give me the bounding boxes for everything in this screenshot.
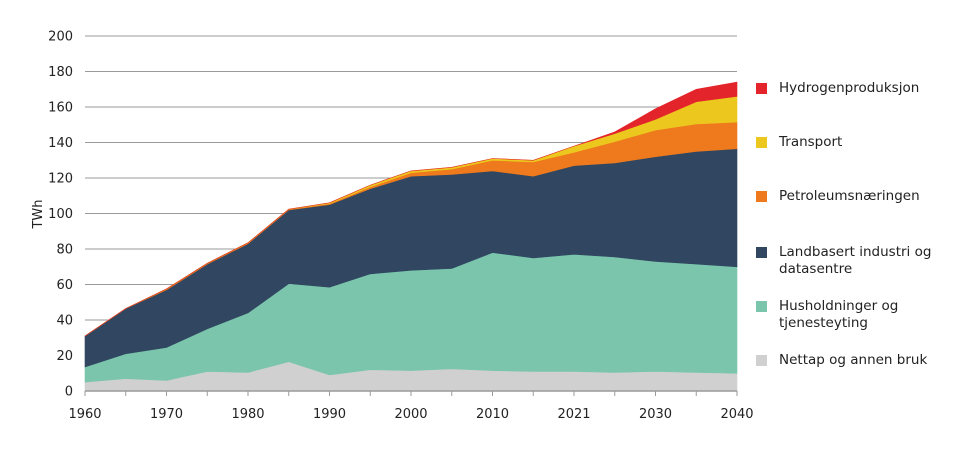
y-axis: 0 20 40 60 80 100 120 140 160 180 200 [48,30,73,400]
legend-swatch [756,247,767,258]
x-tick-label: 1960 [68,407,101,422]
legend-item-hydrogen: Hydrogenproduksjon [756,80,954,97]
x-tick-label: 2000 [394,407,427,422]
y-tick-label: 120 [48,172,73,187]
x-tick-label: 1970 [150,407,183,422]
legend-item-grid-loss: Nettap og annen bruk [756,352,954,369]
legend-label: Husholdninger og tjenesteyting [779,298,899,331]
area-hydrogenproduksjon [84,81,738,337]
legend-swatch [756,191,767,202]
y-tick-label: 80 [56,243,73,258]
legend-item-petroleum: Petroleumsnæringen [756,188,954,205]
legend-swatch [756,137,767,148]
legend-item-industry: Landbasert industri og datasentre [756,244,954,278]
x-tick-label: 2030 [639,407,672,422]
x-tick-label: 1980 [231,407,264,422]
legend-item-transport: Transport [756,134,954,151]
legend-item-households: Husholdninger og tjenesteyting [756,298,954,332]
legend-label: Transport [779,134,843,150]
y-tick-label: 100 [48,207,73,222]
legend-label: Petroleumsnæringen [779,188,920,204]
y-tick-label: 20 [56,349,73,364]
y-tick-label: 200 [48,30,73,45]
legend-label: Landbasert industri og datasentre [779,244,932,277]
legend-label: Hydrogenproduksjon [779,80,920,96]
x-tick-label: 2010 [476,407,509,422]
y-tick-label: 0 [65,385,73,400]
x-tick-label: 2040 [720,407,753,422]
legend-label: Nettap og annen bruk [779,352,928,368]
y-axis-label: TWh [31,199,46,229]
y-tick-label: 180 [48,65,73,80]
x-axis: 1960 1970 1980 1990 2000 2010 2021 2030 2040 [68,390,754,422]
area-series [84,81,738,392]
y-tick-label: 140 [48,136,73,151]
y-tick-label: 40 [56,314,73,329]
legend-swatch [756,83,767,94]
legend-swatch [756,355,767,366]
x-tick-label: 1990 [313,407,346,422]
x-tick-label: 2021 [557,407,590,422]
y-tick-label: 60 [56,278,73,293]
y-tick-label: 160 [48,101,73,116]
legend-swatch [756,301,767,312]
